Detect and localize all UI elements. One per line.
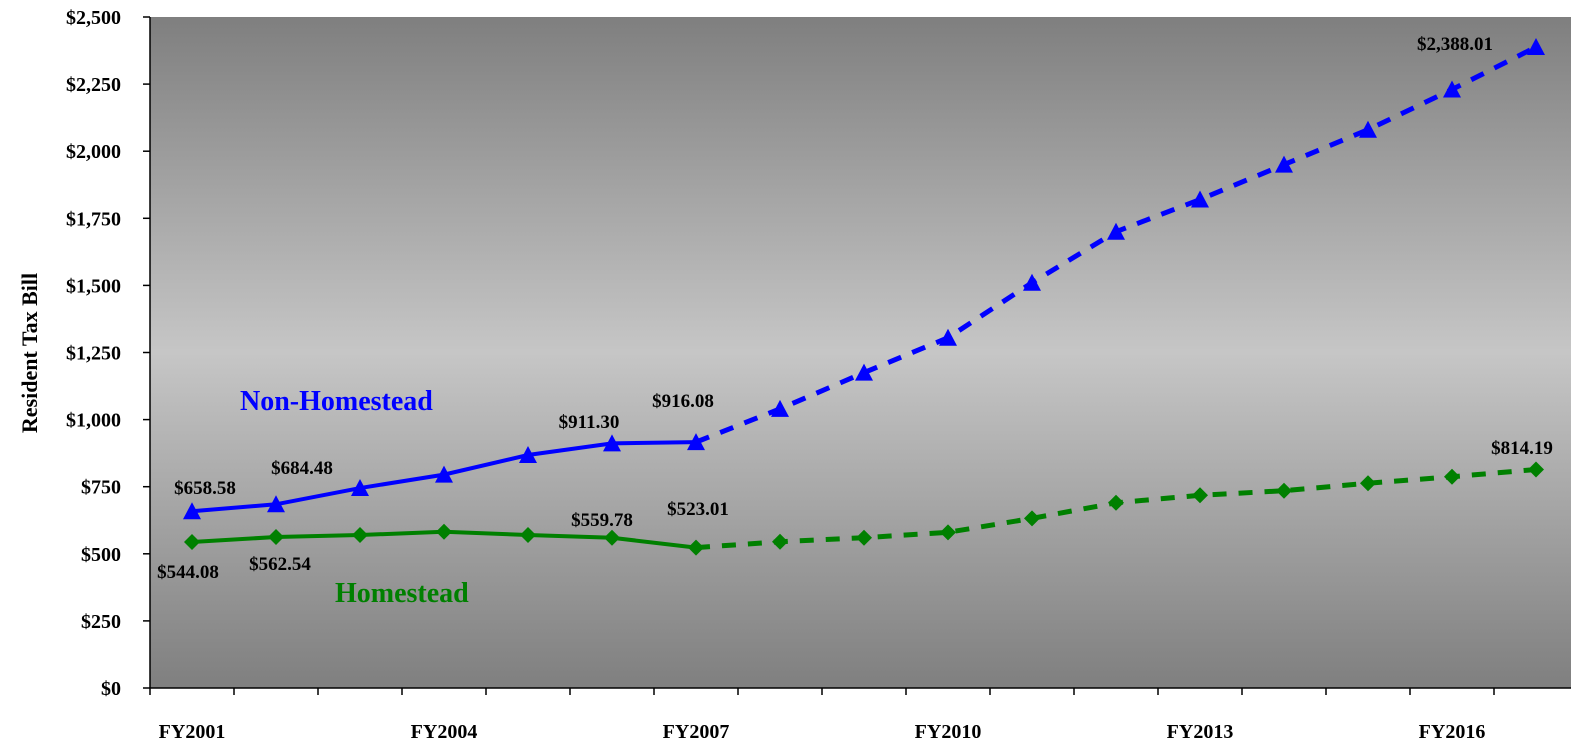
data-point-diamond: [436, 523, 452, 540]
data-point-diamond: [268, 529, 284, 546]
plot-area: [150, 17, 1571, 688]
data-point-triangle: [351, 479, 369, 497]
y-tick-label: $2,000: [66, 141, 121, 163]
series-layer: $658.58 $684.48 $911.30 $916.08 $2,388.01 $54…: [157, 34, 1553, 583]
data-label: $559.78: [571, 510, 633, 531]
series-label-homestead: Homestead: [335, 578, 469, 609]
data-point-diamond: [856, 529, 872, 546]
data-label: $814.19: [1491, 438, 1553, 459]
x-tick-label: FY2007: [663, 721, 730, 743]
data-point-diamond: [1108, 494, 1124, 511]
y-tick-label: $250: [81, 611, 121, 633]
data-point-diamond: [352, 527, 368, 544]
data-point-triangle: [519, 446, 537, 464]
data-label: $911.30: [559, 412, 620, 433]
data-label: $684.48: [271, 458, 333, 479]
data-point-triangle: [771, 399, 789, 417]
data-point-diamond: [940, 524, 956, 541]
data-label: $916.08: [652, 391, 714, 412]
data-point-triangle: [1359, 120, 1377, 138]
data-point-diamond: [184, 533, 200, 550]
y-tick-label: $1,750: [66, 208, 121, 230]
y-tick-label: $750: [81, 477, 121, 499]
data-point-diamond: [1444, 468, 1460, 485]
axes: $0 $250 $500 $750 $1,000 $1,250 $1,500 $1,750 $2…: [66, 7, 1571, 743]
data-label: $658.58: [174, 478, 236, 499]
y-tick-label: $500: [81, 544, 121, 566]
data-point-triangle: [1443, 80, 1461, 98]
data-point-diamond: [520, 527, 536, 544]
y-tick-label: $1,250: [66, 343, 121, 365]
data-label: $562.54: [249, 554, 311, 575]
data-label: $544.08: [157, 562, 219, 583]
data-point-triangle: [855, 363, 873, 381]
data-point-triangle: [687, 433, 705, 451]
y-tick-label: $0: [101, 678, 121, 700]
data-point-triangle: [939, 328, 957, 346]
data-point-diamond: [1360, 475, 1376, 492]
x-tick-label: FY2010: [915, 721, 982, 743]
y-tick-label: $1,500: [66, 275, 121, 297]
data-point-diamond: [604, 529, 620, 546]
data-point-diamond: [1276, 482, 1292, 499]
x-tick-label: FY2001: [159, 721, 226, 743]
x-tick-label: FY2004: [411, 721, 478, 743]
data-point-triangle: [1275, 155, 1293, 173]
x-tick-label: FY2016: [1419, 721, 1486, 743]
data-point-triangle: [183, 502, 201, 520]
x-tick-label: FY2013: [1167, 721, 1234, 743]
data-point-triangle: [1107, 222, 1125, 240]
y-tick-label: $2,250: [66, 74, 121, 96]
y-axis-title: Resident Tax Bill: [17, 273, 42, 433]
series-label-non-homestead: Non-Homestead: [240, 386, 433, 417]
data-point-diamond: [1024, 510, 1040, 527]
data-label: $523.01: [667, 499, 729, 520]
y-tick-label: $2,500: [66, 7, 121, 29]
y-tick-label: $1,000: [66, 410, 121, 432]
data-point-triangle: [1191, 190, 1209, 208]
data-point-diamond: [1528, 461, 1544, 478]
data-point-triangle: [267, 495, 285, 513]
data-point-triangle: [435, 465, 453, 483]
data-point-triangle: [1023, 273, 1041, 291]
data-point-diamond: [772, 533, 788, 550]
data-label: $2,388.01: [1417, 34, 1493, 55]
data-point-triangle: [1527, 38, 1545, 56]
data-point-diamond: [688, 539, 704, 556]
data-point-diamond: [1192, 487, 1208, 504]
data-point-triangle: [603, 434, 621, 452]
